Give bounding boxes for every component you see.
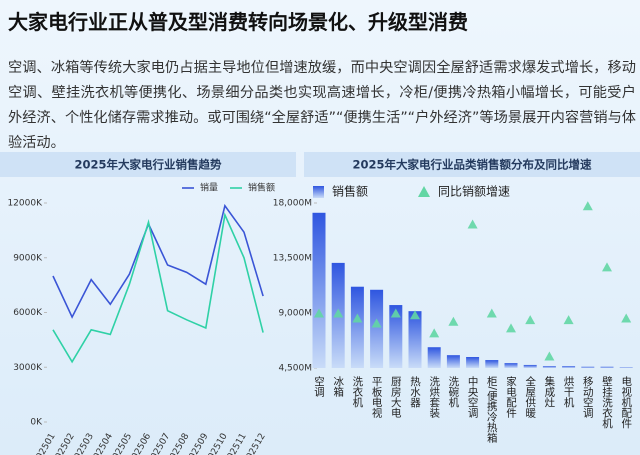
growth-marker xyxy=(429,328,440,338)
growth-marker xyxy=(602,262,612,272)
x-tick-label: 全屋供暖 xyxy=(524,375,536,419)
growth-marker xyxy=(371,318,382,328)
x-tick-label: 202504 xyxy=(89,432,115,455)
y-tick-label: 0K xyxy=(30,418,43,428)
growth-marker xyxy=(506,323,516,333)
bar xyxy=(485,360,499,368)
chart-title: 2025年大家电行业品类销售额分布及同比增速 xyxy=(352,158,592,172)
x-tick-label: 集成灶 xyxy=(543,375,555,408)
growth-marker xyxy=(525,315,536,325)
x-tick-label: 电视机配件 xyxy=(620,375,632,429)
legend-label: 销售额 xyxy=(248,182,275,194)
y-tick-label: 13,500M xyxy=(273,254,312,264)
y-tick-label: 3000K xyxy=(13,363,43,373)
x-tick-label: 202501 xyxy=(32,432,58,455)
bar xyxy=(350,286,364,368)
growth-marker xyxy=(390,308,401,318)
bar xyxy=(581,366,595,368)
growth-marker xyxy=(486,308,497,318)
x-tick-label: 202506 xyxy=(127,432,153,455)
growth-marker xyxy=(467,219,478,229)
x-tick-label: 平板电视 xyxy=(371,376,383,419)
panel-header xyxy=(304,152,640,177)
x-tick-label: 空调 xyxy=(313,375,325,398)
y-tick-label: 18,000M xyxy=(273,199,312,209)
bar xyxy=(466,357,480,368)
legend-swatch xyxy=(418,186,430,197)
x-tick-label: 热水器 xyxy=(409,375,421,408)
x-tick-label: 202508 xyxy=(166,432,192,455)
legend-label: 销量 xyxy=(200,182,218,194)
x-tick-label: 柜/便携冷热箱 xyxy=(486,375,498,443)
growth-marker xyxy=(582,201,593,211)
legend-swatch xyxy=(313,186,324,198)
y-tick-label: 4,500M xyxy=(278,364,312,374)
x-tick-label: 202509 xyxy=(185,432,211,455)
bar xyxy=(542,366,556,368)
growth-marker xyxy=(448,316,459,326)
bar xyxy=(600,366,614,368)
summary-text: 空调、冰箱等传统大家电仍占据主导地位但增速放缓，而中央空调因全屋舒适需求爆发式增… xyxy=(8,60,636,151)
growth-marker xyxy=(352,313,363,323)
growth-marker xyxy=(563,315,574,325)
bar xyxy=(523,364,537,368)
y-tick-label: 9000K xyxy=(13,253,43,263)
x-tick-label: 洗碗机 xyxy=(447,376,459,408)
bar xyxy=(370,289,384,368)
bar xyxy=(408,311,422,368)
growth-marker xyxy=(314,308,324,318)
legend-label: 销售额 xyxy=(332,184,368,199)
bar xyxy=(312,212,326,368)
bar xyxy=(427,347,441,368)
x-tick-label: 烘干机 xyxy=(563,376,575,408)
bar xyxy=(619,367,633,368)
x-tick-label: 冰箱 xyxy=(332,375,344,398)
growth-marker xyxy=(333,308,344,318)
x-tick-label: 家电配件 xyxy=(505,375,517,419)
page-title: 大家电行业正从普及型消费转向场景化、升级型消费 xyxy=(8,10,468,34)
legend-label: 同比销额增速 xyxy=(438,185,510,199)
series-line xyxy=(52,212,264,364)
chart-title: 2025年大家电行业销售趋势 xyxy=(74,158,222,172)
panel-header xyxy=(0,152,296,177)
x-tick-label: 壁挂洗衣机 xyxy=(601,375,613,429)
bar xyxy=(504,363,518,368)
y-tick-label: 9,000M xyxy=(278,309,312,319)
bar xyxy=(446,355,460,368)
x-tick-label: 洗衣机 xyxy=(351,376,363,408)
x-tick-label: 202510 xyxy=(204,432,230,455)
growth-marker xyxy=(410,310,420,320)
bar xyxy=(389,305,403,368)
x-tick-label: 中央空调 xyxy=(467,375,479,419)
x-tick-label: 移动空调 xyxy=(582,375,594,419)
y-tick-label: 12000K xyxy=(7,199,43,209)
y-tick-label: 6000K xyxy=(13,308,43,318)
growth-marker xyxy=(544,351,555,361)
series-line xyxy=(52,203,264,319)
x-tick-label: 洗烘套装 xyxy=(428,376,440,419)
x-tick-label: 厨房大电 xyxy=(390,376,402,418)
bar xyxy=(562,366,576,368)
growth-marker xyxy=(621,313,632,323)
